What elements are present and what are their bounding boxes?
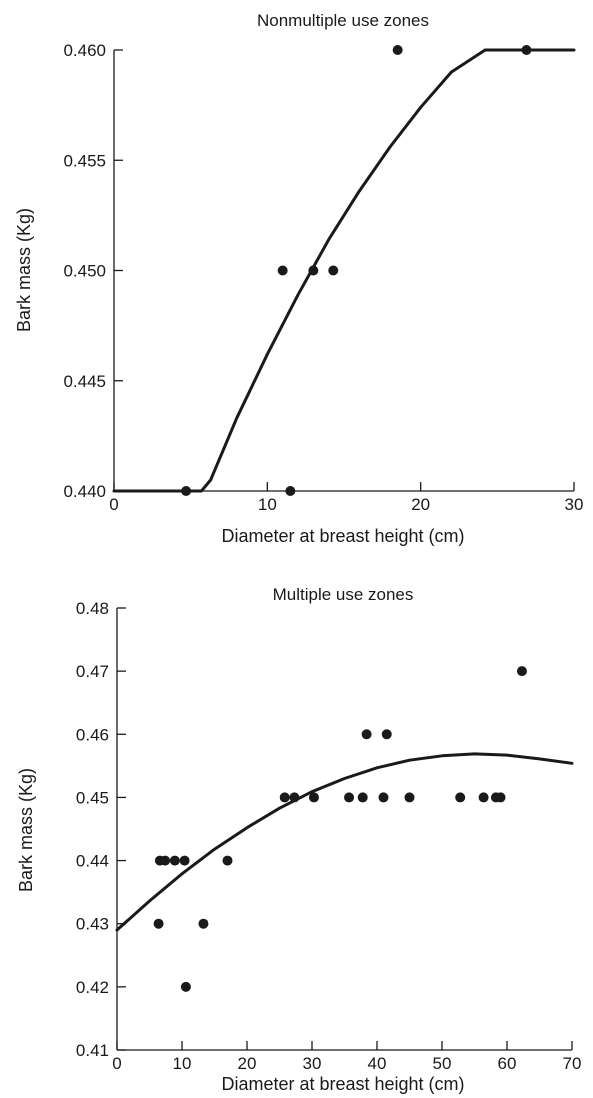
x-tick-label: 70 — [563, 1054, 582, 1073]
y-tick-label: 0.455 — [63, 151, 106, 170]
data-point — [180, 981, 191, 992]
chart-title: Nonmultiple use zones — [257, 11, 429, 30]
x-tick-label: 10 — [258, 495, 277, 514]
data-point — [328, 265, 339, 276]
y-tick-label: 0.48 — [76, 599, 109, 618]
y-tick-group: 0.440 0.445 0.450 0.455 0.460 — [63, 41, 123, 501]
y-tick-label: 0.445 — [63, 372, 106, 391]
data-point — [381, 729, 392, 740]
y-tick-label: 0.460 — [63, 41, 106, 60]
data-point — [153, 918, 164, 929]
data-points — [181, 45, 532, 496]
y-tick-label: 0.45 — [76, 788, 109, 807]
x-tick-label: 60 — [498, 1054, 517, 1073]
y-tick-label: 0.46 — [76, 725, 109, 744]
y-tick-label: 0.47 — [76, 662, 109, 681]
data-points — [153, 666, 527, 992]
fit-curve — [112, 48, 576, 493]
data-point — [181, 486, 192, 496]
x-axis-label: Diameter at breast height (cm) — [221, 1074, 464, 1094]
data-point — [308, 265, 319, 276]
data-point — [308, 792, 319, 803]
data-point — [357, 792, 368, 803]
chart-panel-multiple: Multiple use zones 0 10 20 30 40 50 60 70 0.410… — [16, 585, 581, 1094]
chart-panel-nonmultiple: Nonmultiple use zones 0 10 20 30 0.440 0.445… — [14, 11, 583, 546]
data-point — [179, 855, 190, 866]
y-tick-label: 0.43 — [76, 915, 109, 934]
data-point — [289, 792, 300, 803]
y-axis-label: Bark mass (Kg) — [14, 208, 34, 332]
data-point — [277, 265, 288, 276]
data-point — [222, 855, 233, 866]
x-tick-label: 0 — [112, 1054, 121, 1073]
data-point — [521, 45, 532, 55]
chart-title: Multiple use zones — [273, 585, 414, 604]
x-axis-label: Diameter at breast height (cm) — [221, 526, 464, 546]
data-point — [344, 792, 355, 803]
data-point — [169, 855, 180, 866]
x-tick-label: 20 — [411, 495, 430, 514]
y-tick-label: 0.440 — [63, 482, 106, 501]
data-point — [285, 486, 296, 496]
x-tick-label: 50 — [433, 1054, 452, 1073]
y-tick-label: 0.42 — [76, 978, 109, 997]
data-point — [160, 855, 171, 866]
data-point — [378, 792, 389, 803]
data-point — [361, 729, 372, 740]
x-tick-label: 30 — [303, 1054, 322, 1073]
y-tick-label: 0.41 — [76, 1041, 109, 1060]
data-point — [495, 792, 506, 803]
y-tick-label: 0.450 — [63, 262, 106, 281]
data-point — [478, 792, 489, 803]
data-point — [198, 918, 209, 929]
fit-curve — [115, 752, 574, 932]
x-tick-label: 40 — [368, 1054, 387, 1073]
x-tick-label: 0 — [109, 495, 118, 514]
y-axis-label: Bark mass (Kg) — [16, 768, 36, 892]
x-tick-group: 0 10 20 30 40 50 60 70 — [112, 1041, 581, 1073]
data-point — [279, 792, 290, 803]
data-point — [455, 792, 466, 803]
y-tick-group: 0.41 0.42 0.43 0.44 0.45 0.46 0.47 0.48 — [76, 599, 126, 1060]
data-point — [516, 666, 527, 677]
data-point — [404, 792, 415, 803]
x-tick-group: 0 10 20 30 — [109, 482, 583, 514]
y-tick-label: 0.44 — [76, 852, 109, 871]
x-tick-label: 20 — [238, 1054, 257, 1073]
data-point — [392, 45, 403, 55]
x-tick-label: 10 — [173, 1054, 192, 1073]
x-tick-label: 30 — [565, 495, 584, 514]
